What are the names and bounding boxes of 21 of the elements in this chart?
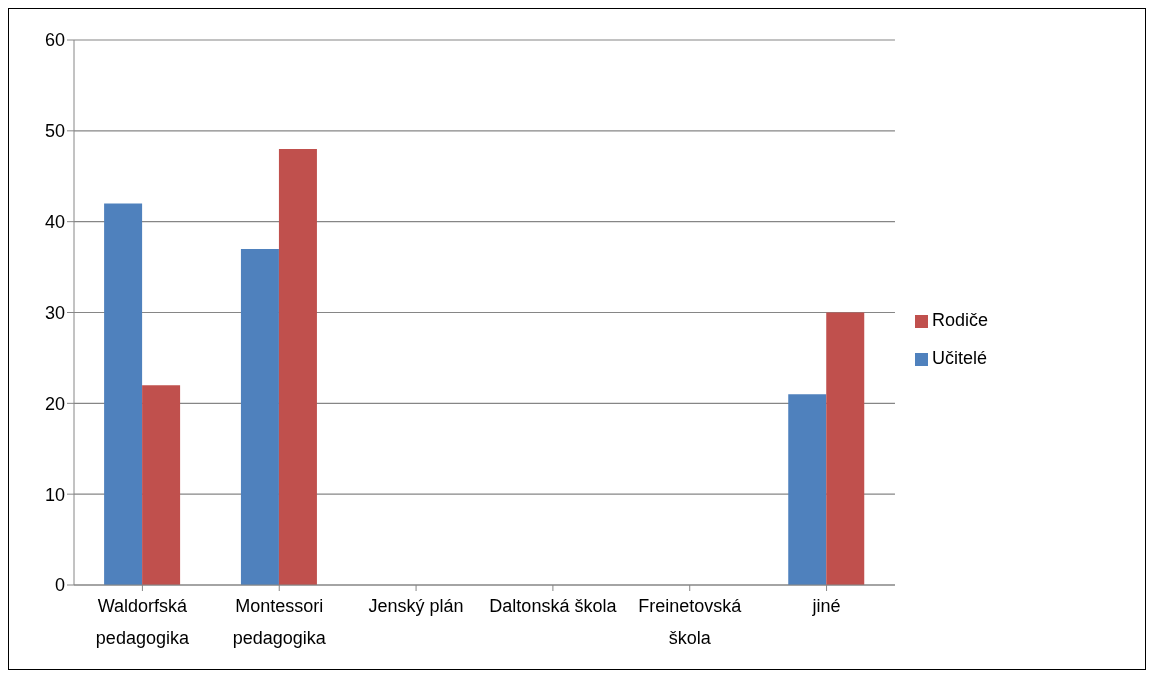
y-tick-label: 10 xyxy=(44,484,65,505)
x-tick-label: Jenský plán xyxy=(368,595,464,616)
y-tick-label: 40 xyxy=(44,212,65,233)
x-tick-label: Daltonská škola xyxy=(489,595,618,616)
bar xyxy=(240,248,279,585)
bar xyxy=(788,394,827,585)
y-tick-label: 60 xyxy=(44,30,65,51)
x-tick-label: Waldorfská pedagogika xyxy=(95,595,190,648)
y-tick-label: 20 xyxy=(44,393,65,414)
y-tick-label: 0 xyxy=(54,575,65,596)
x-tick-label: jiné xyxy=(811,595,841,616)
bar xyxy=(104,203,143,585)
x-tick-label: Freinetovská škola xyxy=(638,595,743,648)
legend-label: Rodiče xyxy=(931,310,988,330)
y-tick-label: 30 xyxy=(44,302,65,323)
bar xyxy=(278,149,317,585)
y-tick-label: 50 xyxy=(44,121,65,142)
bar xyxy=(826,312,865,585)
x-tick-label: Montessori pedagogika xyxy=(232,595,327,648)
bar xyxy=(142,385,181,585)
legend-label: Učitelé xyxy=(931,348,987,368)
